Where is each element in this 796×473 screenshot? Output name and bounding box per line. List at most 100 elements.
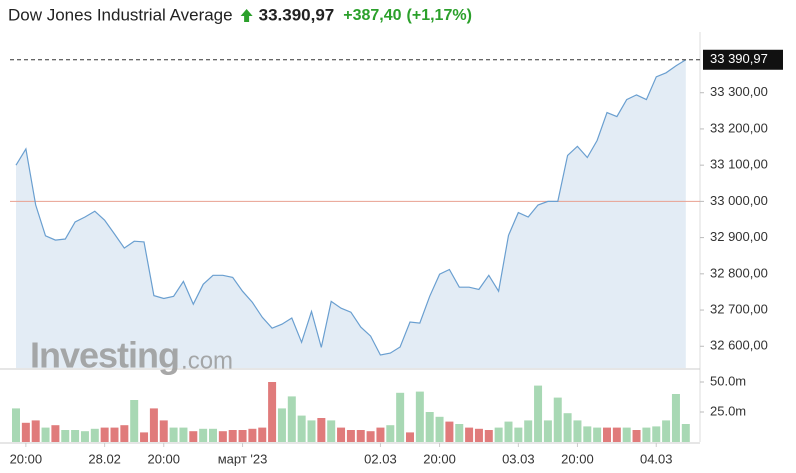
volume-bar [396,392,405,442]
volume-bar [603,427,611,442]
volume-bar [12,408,20,442]
volume-bar [534,385,543,442]
volume-bar [258,427,267,442]
y-tick-label: 32 800,00 [710,265,768,280]
volume-bar [455,424,464,442]
volume-bar [671,394,680,442]
volume-bar [406,432,414,442]
volume-bar [366,431,375,442]
volume-bar [120,425,129,442]
x-tick-label: 20:00 [561,451,594,466]
x-tick-label: 02.03 [364,451,397,466]
volume-bar [681,424,690,442]
volume-bar [642,427,651,442]
volume-bar [61,430,70,442]
y-tick-label: 33 200,00 [710,120,768,135]
volume-bar [238,430,247,442]
volume-bar [149,408,158,442]
volume-bar [652,426,661,442]
volume-bar [583,426,592,442]
volume-bar [662,420,671,442]
volume-bar [494,427,503,442]
volume-bar [80,431,89,442]
watermark-suffix: .com [181,347,233,374]
volume-bar [622,427,631,442]
chart-title: Dow Jones Industrial Average [8,5,233,24]
volume-bar [524,420,533,442]
y2-tick-label: 50.0m [710,373,746,388]
volume-bar [71,430,80,442]
volume-bar [228,430,237,442]
volume-bar [140,432,149,442]
x-tick-label: 28.02 [88,451,121,466]
volume-bar [199,428,208,442]
y-tick-label: 33 300,00 [710,84,768,99]
volume-bar [425,412,434,442]
volume-bar [337,427,346,442]
y-tick-label: 33 000,00 [710,193,768,208]
volume-bar [386,425,395,442]
volume-bar [474,428,483,442]
x-tick-label: 20:00 [147,451,180,466]
x-tick-label: 20:00 [423,451,456,466]
volume-bar [189,431,198,442]
volume-bar [218,431,227,442]
volume-bar [248,428,257,442]
y-tick-label: 32 900,00 [710,229,768,244]
x-tick-label: 03.03 [502,451,535,466]
volume-bar [593,427,602,442]
volume-bar [435,416,444,442]
volume-bar [159,420,168,442]
volume-bar [31,420,40,442]
price-line [15,59,687,356]
x-tick-label: 20:00 [10,451,43,466]
volume-bar [169,427,178,442]
volume-bar [504,421,513,442]
volume-bar [484,430,493,442]
price: 33.390,97 [259,5,335,24]
volume-bar [287,396,296,442]
volume-bar [110,427,119,442]
volume-bar [277,408,286,442]
volume-bar [514,427,523,442]
volume-bar [415,391,424,442]
up-arrow [240,9,253,22]
volume-bar [573,420,582,442]
volume-bar [307,420,316,442]
volume-bar [327,420,336,442]
volume-bar [465,427,474,442]
volume-bar [356,430,365,442]
y-tick-label: 33 100,00 [710,157,768,172]
y-tick-label: 32 600,00 [710,338,768,353]
volume-bar [209,428,217,442]
volume-bar [632,430,641,442]
volume-bar [90,428,99,442]
volume-bar [553,397,562,442]
x-tick-label: 04.03 [640,451,673,466]
volume-bar [41,427,50,442]
volume-bar [100,427,109,442]
volume-bar [563,413,572,442]
volume-bar [130,400,139,442]
price-change-percent: (+1,17%) [407,7,472,24]
y-tick-label: 32 700,00 [710,301,768,316]
volume-bar [612,427,621,442]
watermark: Investing [30,335,179,376]
volume-bar [376,427,385,442]
last-value-box [703,49,783,70]
volume-bar [51,425,60,442]
price-area [16,59,686,369]
y2-tick-label: 25.0m [710,403,746,418]
volume-bar [445,421,454,442]
x-tick-label: март '23 [218,451,268,466]
volume-bar [179,427,188,442]
volume-bar [21,422,30,442]
plot: Investing .com 32 600,00 32 700,00 32 800,00… [0,32,783,466]
price-change: +387,40 [343,7,401,24]
volume-bar [317,418,326,442]
volume-bar [297,415,306,442]
volume-bar [268,382,277,442]
volume-bar [346,430,355,442]
volume-bar [543,420,552,442]
